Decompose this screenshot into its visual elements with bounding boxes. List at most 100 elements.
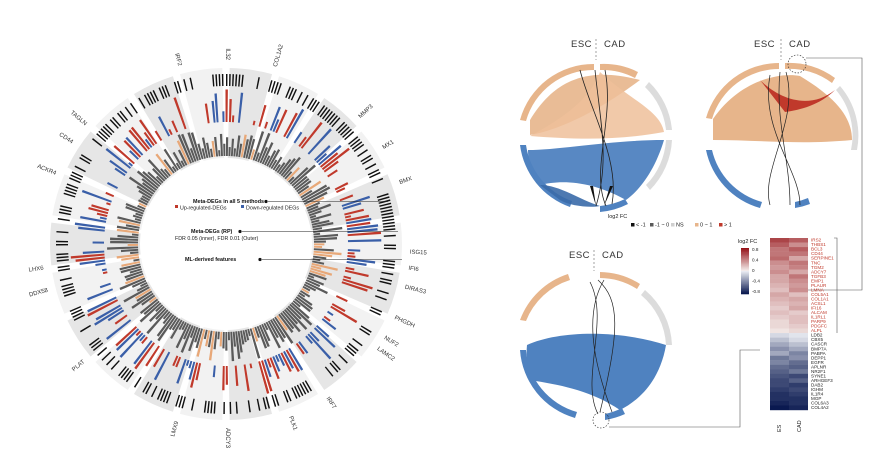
heatmap-cell — [770, 360, 789, 365]
circos-inner-bar — [290, 301, 310, 319]
circos-inner-bar — [195, 328, 203, 349]
circos-inner-bar — [139, 302, 162, 323]
circos-deg-bar — [195, 363, 202, 381]
circos-inner-bar — [244, 329, 250, 341]
heatmap-cell — [789, 391, 808, 397]
circos-inner-bar — [264, 155, 271, 166]
circos-inner-bar — [252, 131, 265, 161]
circos-deg-bar — [237, 92, 244, 123]
circos-inner-bar — [287, 305, 302, 320]
circos-deg-bar — [285, 349, 300, 372]
circos-outer-tick — [173, 81, 179, 94]
circos-inner-bar — [131, 233, 139, 237]
panel-2-esc-arc — [706, 63, 779, 119]
heatmap-scale-segment — [741, 269, 749, 272]
heatmap-scale-segment — [741, 283, 749, 286]
heatmap-cell — [770, 278, 789, 284]
heatmap-scale-segment — [741, 254, 749, 257]
circos-outer-tick — [383, 234, 396, 237]
circos-outer-tick — [181, 396, 186, 409]
heatmap-cell — [789, 351, 808, 356]
circos-outer-tick — [133, 376, 142, 388]
circos-inner-bar — [171, 318, 181, 331]
circos-inner-bar — [232, 331, 237, 347]
circos-deg-bar — [275, 354, 280, 363]
heatmap-cell — [770, 314, 789, 320]
circos-deg-bar — [176, 358, 187, 384]
circos-outer-tick — [382, 221, 395, 225]
heatmap-cell — [789, 260, 808, 266]
circos-outer-tick — [294, 386, 301, 398]
circos-outer-tick — [56, 244, 69, 246]
circos-outer-tick — [331, 360, 341, 371]
circos-outer-tick — [375, 295, 387, 301]
circos-outer-tick — [312, 101, 320, 113]
circos-inner-bar — [266, 150, 277, 167]
circos-outer-tick — [309, 99, 318, 111]
circos-inner-bar — [278, 313, 294, 333]
circos-deg-bar — [269, 357, 280, 380]
circos-inner-bar — [121, 261, 141, 267]
circos-inner-bar — [140, 197, 149, 204]
circos-outer-tick — [146, 92, 154, 105]
circos-outer-tick — [380, 277, 393, 282]
heatmap-gene-label: SYNE1 — [811, 373, 827, 378]
circos-inner-bar — [230, 331, 235, 362]
circos-deg-bar — [346, 217, 372, 225]
circos-inner-bar — [128, 176, 155, 195]
heatmap-cells — [770, 238, 808, 411]
heatmap-scale-segment — [741, 267, 749, 269]
circos-gene-label: LAMC2 — [376, 346, 396, 363]
circos-outer-tick — [210, 401, 213, 414]
heatmap-scale-segment — [741, 265, 749, 267]
heatmap-cell — [789, 242, 808, 248]
circos-outer-tick — [287, 87, 295, 100]
panel-2-esc-arc-blue — [706, 150, 762, 208]
circos-outer-tick — [190, 398, 195, 411]
circos-outer-tick — [120, 367, 130, 379]
circos-inner-bar — [250, 149, 256, 160]
heatmap-gene-label: SERPINE1 — [811, 256, 834, 261]
circos-inner-bar — [117, 216, 141, 224]
circos-outer-tick — [125, 371, 135, 383]
circos-outer-tick — [100, 128, 111, 138]
circos-outer-tick — [58, 211, 71, 216]
heatmap-gene-label: IL1RL1 — [811, 315, 826, 320]
circos-inner-bar — [313, 245, 323, 249]
heatmap-cell — [789, 360, 808, 365]
circos-inner-bar — [123, 286, 150, 303]
circos-outer-tick — [213, 401, 216, 414]
circos-inner-bar — [125, 206, 144, 215]
circos-inner-bar — [313, 232, 321, 236]
circos-deg-bar — [343, 275, 352, 280]
circos-inner-bar — [201, 137, 209, 159]
circos-inner-bar — [242, 330, 247, 343]
circos-inner-bar — [119, 263, 141, 271]
annotation-up: Up-regulated-DEGs — [180, 206, 227, 212]
heatmap-cell — [770, 355, 789, 361]
circos-sector — [95, 97, 178, 187]
circos-inner-bar — [178, 320, 185, 331]
heatmap-cell — [770, 333, 789, 338]
circos-inner-bar — [146, 309, 169, 335]
circos-inner-bar — [280, 158, 296, 177]
panel-2-connector — [805, 57, 863, 291]
heatmap-scale-segment — [741, 274, 749, 276]
circos-deg-bar — [105, 191, 115, 198]
circos-outer-tick — [344, 131, 355, 141]
circos-deg-bar — [346, 260, 367, 266]
circos-outer-tick — [221, 74, 224, 87]
heatmap-scale-segment — [741, 279, 749, 281]
heatmap-legend-title: log2 FC — [738, 239, 757, 245]
heatmap-gene-label: COL5A1 — [811, 292, 829, 297]
circos-sector — [179, 68, 225, 161]
heatmap-up-bracket — [834, 237, 838, 334]
circos-deg-bar — [173, 97, 187, 130]
circos-inner-bar — [274, 163, 281, 172]
heatmap-cell — [770, 382, 789, 388]
circos-deg-bar — [113, 145, 135, 165]
circos-deg-bar — [114, 314, 128, 325]
circos-inner-bar — [135, 288, 152, 300]
panel-2-zoom-circle — [787, 54, 807, 74]
heatmap-cell — [789, 355, 808, 361]
